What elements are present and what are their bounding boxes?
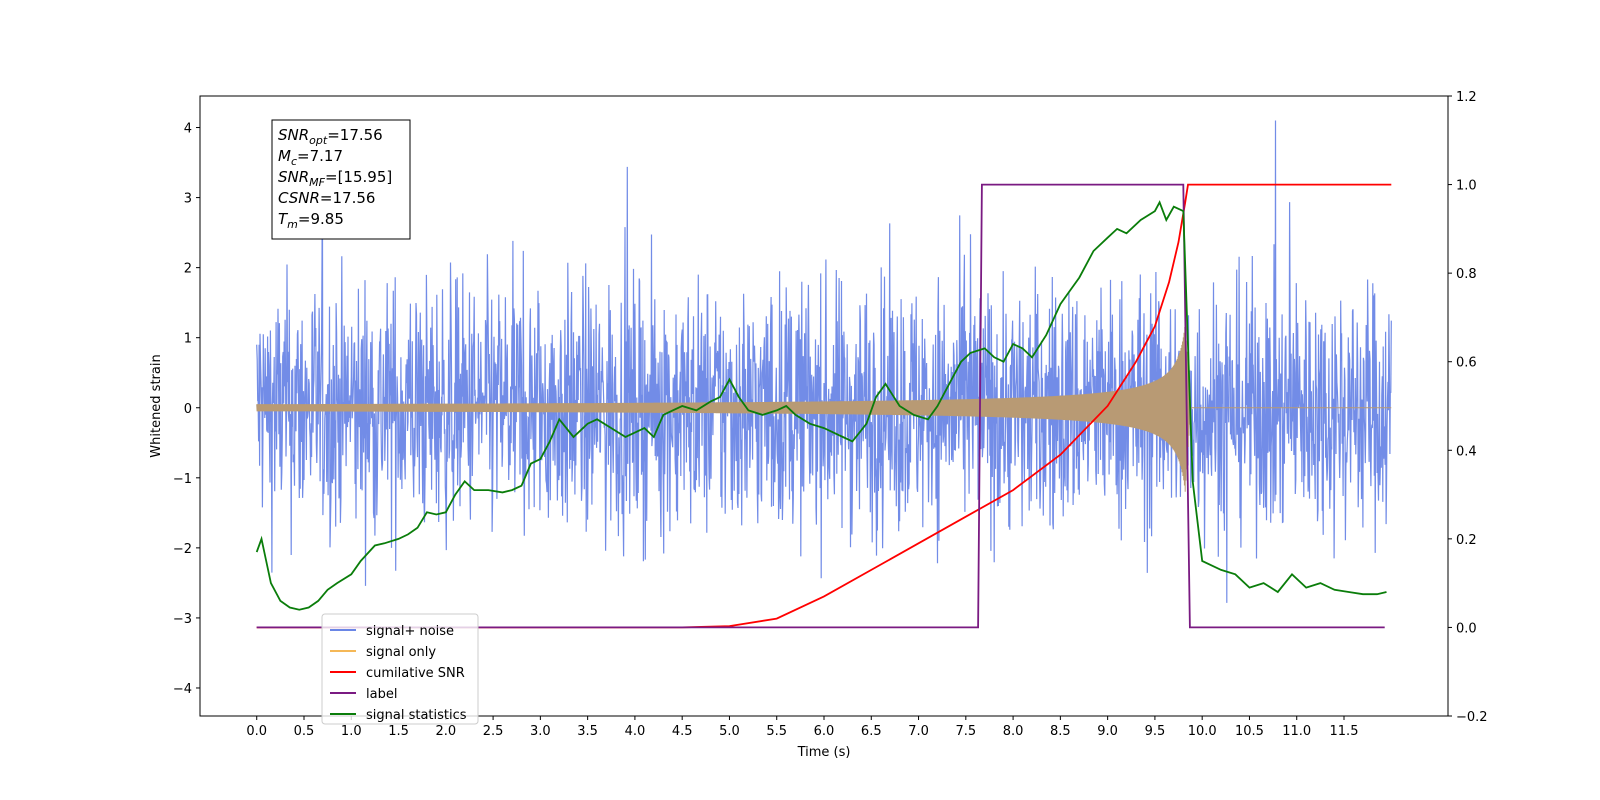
stat-line: CSNR=17.56 [278, 189, 375, 207]
y2-tick-label: −0.2 [1456, 710, 1488, 725]
x-tick-label: 8.0 [1003, 724, 1024, 739]
y2-tick-label: 1.2 [1456, 90, 1477, 105]
stat-line: SNRMF=[15.95] [278, 168, 392, 189]
y-tick-label: 4 [184, 122, 192, 137]
x-tick-label: 6.0 [814, 724, 835, 739]
x-tick-label: 4.0 [625, 724, 646, 739]
y-tick-label: 2 [184, 262, 192, 277]
x-tick-label: 4.5 [672, 724, 693, 739]
x-tick-label: 7.0 [908, 724, 929, 739]
y-axis-left: −4 −3 −2 −1 0 1 2 3 4 [173, 122, 200, 697]
legend-signal-only: signal only [366, 645, 436, 660]
stat-line: Mc=7.17 [278, 147, 343, 168]
y-tick-label: −1 [173, 472, 192, 487]
x-tick-label: 1.5 [388, 724, 409, 739]
y2-tick-label: 1.0 [1456, 179, 1477, 194]
legend-label: label [366, 687, 397, 702]
x-tick-label: 0.5 [294, 724, 315, 739]
stats-box-frame [271, 119, 411, 240]
x-tick-label: 11.5 [1330, 724, 1359, 739]
x-axis-title: Time (s) [797, 745, 851, 760]
legend: signal+ noise signal only cumilative SNR la… [321, 613, 479, 725]
y-tick-label: −4 [173, 682, 192, 697]
x-tick-label: 0.0 [246, 724, 267, 739]
x-tick-label: 9.0 [1097, 724, 1118, 739]
x-tick-label: 6.5 [861, 724, 882, 739]
legend-signal-statistics: signal statistics [366, 708, 467, 723]
stat-line: Tm=9.85 [278, 210, 344, 231]
series-cumulative-snr [256, 183, 1392, 629]
x-tick-label: 8.5 [1050, 724, 1071, 739]
y-tick-label: 3 [184, 192, 192, 207]
y-tick-label: 1 [184, 332, 192, 347]
y-axis-title: Whitened strain [149, 354, 164, 457]
legend-frame [321, 613, 479, 725]
x-tick-label: 10.0 [1188, 724, 1217, 739]
y2-tick-label: 0.2 [1456, 533, 1477, 548]
x-tick-label: 2.0 [435, 724, 456, 739]
x-tick-label: 1.0 [341, 724, 362, 739]
x-axis: 0.0 0.5 1.0 1.5 2.0 2.5 3.0 3.5 4.0 4.5 5.0 5.5 6.0 6… [246, 716, 1358, 739]
legend-signal-noise: signal+ noise [366, 624, 454, 639]
y2-tick-label: 0.0 [1456, 621, 1477, 636]
x-tick-label: 11.0 [1282, 724, 1311, 739]
y-axis-right: −0.2 0.0 0.2 0.4 0.6 0.8 1.0 1.2 [1448, 90, 1488, 725]
series-layer [255, 120, 1392, 629]
y-tick-label: 0 [184, 402, 192, 417]
stats-annotation-box: SNRopt=17.56Mc=7.17SNRMF=[15.95]CSNR=17.… [271, 119, 411, 240]
series-label [256, 183, 1385, 629]
y-tick-label: −2 [173, 542, 192, 557]
y-tick-label: −3 [173, 612, 192, 627]
series-signal-only [256, 326, 1392, 492]
y2-tick-label: 0.6 [1456, 356, 1477, 371]
x-tick-label: 10.5 [1235, 724, 1264, 739]
y2-tick-label: 0.4 [1456, 444, 1477, 459]
series-signal-statistics [255, 200, 1387, 611]
legend-cumulative-snr: cumilative SNR [366, 666, 465, 681]
x-tick-label: 3.0 [530, 724, 551, 739]
x-tick-label: 3.5 [577, 724, 598, 739]
y2-tick-label: 0.8 [1456, 267, 1477, 282]
x-tick-label: 5.0 [719, 724, 740, 739]
x-tick-label: 7.5 [955, 724, 976, 739]
x-tick-label: 2.5 [483, 724, 504, 739]
series-signal-noise [256, 120, 1392, 603]
x-tick-label: 9.5 [1145, 724, 1166, 739]
x-tick-label: 5.5 [766, 724, 787, 739]
stat-line: SNRopt=17.56 [278, 126, 383, 147]
